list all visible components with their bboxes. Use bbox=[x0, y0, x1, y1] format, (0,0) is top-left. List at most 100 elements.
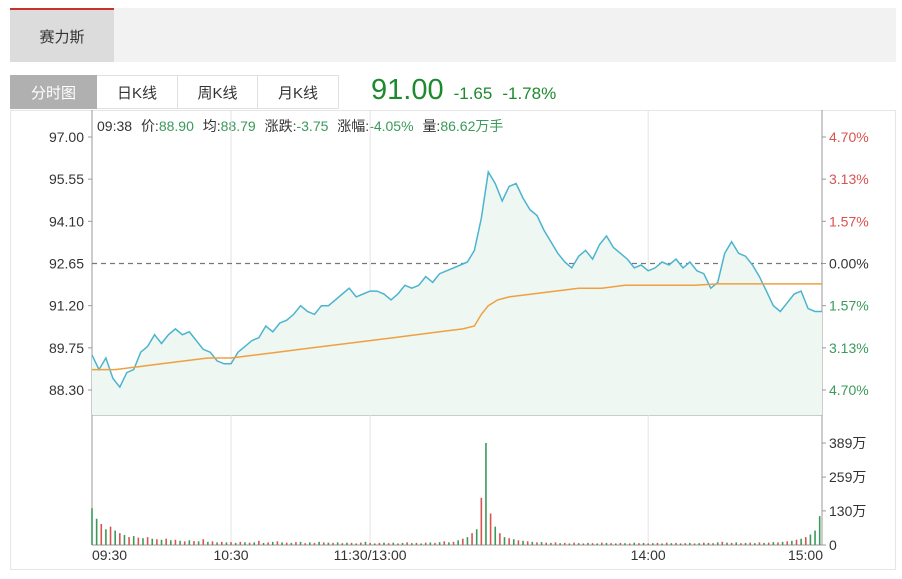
volume-bar bbox=[786, 541, 789, 545]
volume-bar bbox=[749, 542, 751, 545]
volume-bar bbox=[605, 542, 608, 545]
y-tick-label: 97.00 bbox=[49, 129, 84, 145]
volume-bar bbox=[777, 542, 779, 545]
volume-bar bbox=[193, 541, 195, 545]
avg-price-line bbox=[92, 283, 822, 371]
volume-bar bbox=[174, 539, 177, 545]
tab-daily-k[interactable]: 日K线 bbox=[97, 75, 178, 109]
volume-bar bbox=[573, 542, 575, 545]
volume-bar bbox=[341, 543, 344, 545]
volume-bar bbox=[378, 542, 381, 545]
volume-bar bbox=[146, 537, 149, 545]
volume-bar bbox=[220, 541, 223, 545]
y-tick-label: 95.55 bbox=[49, 171, 84, 187]
volume-bar bbox=[679, 543, 682, 545]
volume-bar bbox=[100, 524, 103, 545]
y-tick-label: 92.65 bbox=[49, 256, 84, 272]
volume-bar bbox=[188, 540, 191, 545]
volume-bar bbox=[582, 543, 585, 545]
tab-monthly-k[interactable]: 月K线 bbox=[258, 75, 339, 109]
info-pct: -4.05% bbox=[369, 118, 413, 134]
volume-bar bbox=[322, 542, 325, 545]
volume-bar bbox=[211, 541, 214, 545]
volume-bar bbox=[684, 543, 687, 545]
volume-bar bbox=[461, 538, 464, 545]
volume-bar bbox=[730, 542, 733, 545]
volume-bar bbox=[665, 542, 668, 545]
volume-bar bbox=[271, 541, 274, 545]
volume-bar bbox=[652, 543, 654, 545]
volume-bar bbox=[132, 536, 135, 545]
info-bar: 09:38 价:88.90 均:88.79 涨跌:-3.75 涨幅:-4.05%… bbox=[97, 118, 503, 134]
volume-bar bbox=[763, 542, 765, 545]
volume-bar bbox=[142, 538, 144, 545]
vol-tick-label: 130万 bbox=[829, 503, 866, 519]
volume-bar bbox=[234, 542, 237, 545]
volume-bar bbox=[406, 542, 408, 545]
volume-bar bbox=[791, 540, 793, 545]
volume-bar bbox=[800, 538, 802, 545]
volume-bar bbox=[614, 543, 617, 545]
volume-bar bbox=[332, 542, 334, 545]
volume-bar bbox=[781, 541, 784, 545]
volume-bar bbox=[197, 541, 200, 545]
info-avg-label: 均: bbox=[203, 118, 221, 134]
y-tick-label: 94.10 bbox=[49, 213, 84, 229]
volume-bar bbox=[253, 542, 256, 545]
volume-bar bbox=[531, 541, 534, 545]
volume-bar bbox=[95, 518, 98, 545]
stock-tab[interactable]: 赛力斯 bbox=[10, 8, 114, 62]
quote-summary: 91.00 -1.65 -1.78% bbox=[371, 74, 556, 110]
pct-tick-label: 4.70% bbox=[829, 382, 869, 398]
info-pct-label: 涨幅: bbox=[337, 118, 369, 134]
info-chg: -3.75 bbox=[296, 118, 328, 134]
volume-bar bbox=[230, 542, 232, 545]
volume-bar bbox=[508, 538, 510, 545]
volume-bar bbox=[503, 537, 506, 545]
volume-bar bbox=[758, 542, 761, 545]
volume-bar bbox=[475, 529, 478, 545]
volume-bar bbox=[225, 542, 228, 545]
info-chg-label: 涨跌: bbox=[265, 118, 297, 134]
volume-bar bbox=[703, 542, 705, 545]
volume-bar bbox=[276, 541, 279, 545]
tab-intraday[interactable]: 分时图 bbox=[10, 75, 97, 109]
volume-bar bbox=[707, 542, 710, 545]
pct-tick-label: 1.57% bbox=[829, 298, 869, 314]
volume-bar bbox=[346, 542, 348, 545]
volume-bar bbox=[517, 540, 520, 545]
volume-bar bbox=[721, 541, 724, 545]
price-change-pct: -1.78% bbox=[502, 84, 557, 103]
volume-bar bbox=[285, 542, 288, 545]
volume-bar bbox=[160, 539, 163, 545]
volume-bar bbox=[735, 542, 738, 545]
volume-bar bbox=[313, 542, 316, 545]
volume-bar bbox=[262, 542, 265, 545]
volume-bar bbox=[216, 542, 218, 545]
tab-weekly-k[interactable]: 周K线 bbox=[178, 75, 258, 109]
price-area-fill bbox=[92, 171, 822, 415]
volume-bar bbox=[383, 542, 385, 545]
volume-bar bbox=[137, 537, 140, 545]
volume-bar bbox=[753, 543, 756, 545]
volume-bar bbox=[726, 542, 728, 545]
volume-bar bbox=[550, 542, 552, 545]
volume-bar bbox=[767, 542, 770, 545]
volume-bar bbox=[105, 529, 107, 545]
volume-bar bbox=[304, 543, 307, 545]
volume-bar bbox=[554, 542, 557, 545]
volume-bar bbox=[670, 543, 673, 545]
volume-bar bbox=[281, 542, 283, 545]
volume-bar bbox=[596, 543, 599, 545]
y-tick-label: 88.30 bbox=[49, 382, 84, 398]
volume-bar bbox=[494, 526, 497, 545]
volume-bar bbox=[633, 542, 636, 545]
current-price: 91.00 bbox=[371, 74, 444, 106]
volume-bar bbox=[814, 530, 816, 545]
volume-bar bbox=[151, 538, 154, 545]
pct-tick-label: 3.13% bbox=[829, 171, 869, 187]
pct-tick-label: 3.13% bbox=[829, 340, 869, 356]
volume-bar bbox=[207, 541, 209, 545]
volume-bar bbox=[563, 542, 566, 545]
volume-bar bbox=[355, 543, 357, 545]
